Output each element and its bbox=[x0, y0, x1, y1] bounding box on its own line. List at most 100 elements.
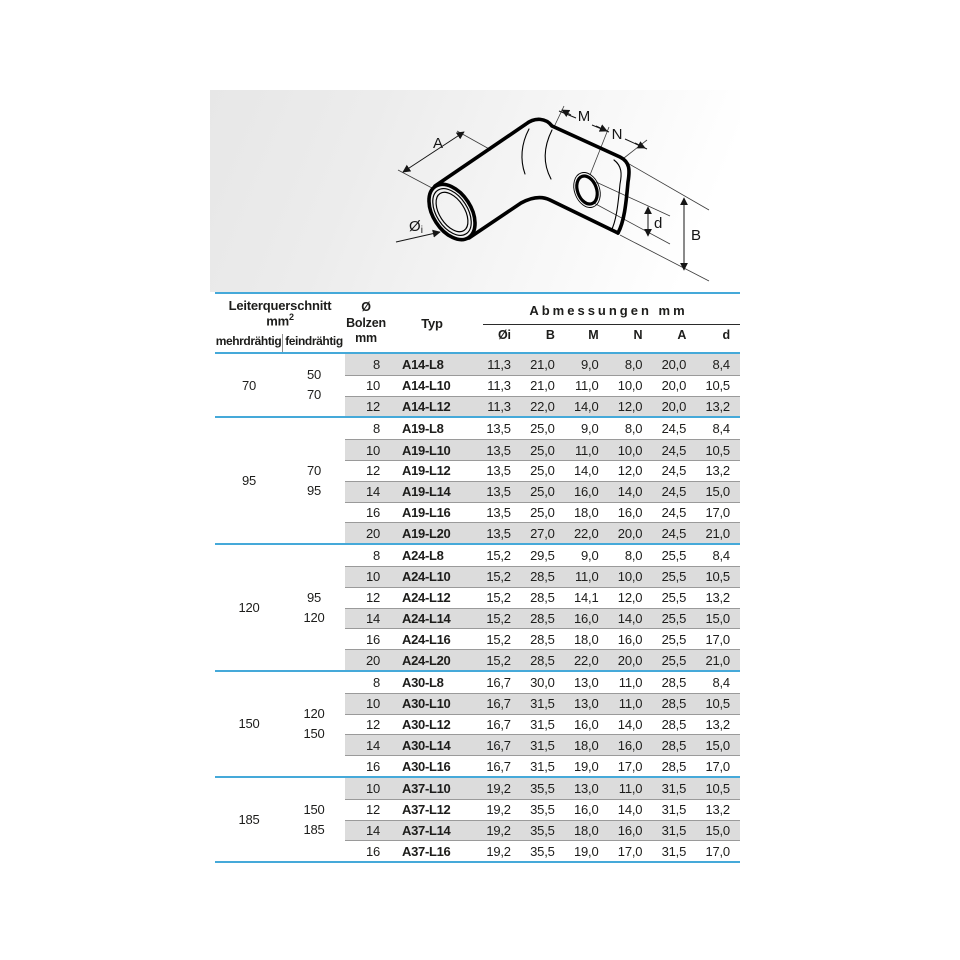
cell-b: 31,5 bbox=[530, 696, 555, 712]
cell-a: 24,5 bbox=[661, 484, 687, 500]
cell-n: 14,0 bbox=[617, 802, 643, 818]
cell-a: 31,5 bbox=[661, 843, 687, 859]
cell-n: 11,0 bbox=[618, 780, 643, 796]
group-feindraehtig-values: 120 150 bbox=[283, 672, 345, 776]
cell-d: 15,0 bbox=[705, 737, 730, 753]
table-group: 95 70 95 8 A19-L8 13,5 25,0 9,0 8,0 24,5 8,4 10 A19-… bbox=[215, 418, 740, 546]
cell-bolzen: 8 bbox=[372, 421, 380, 437]
cell-typ: A30-L16 bbox=[402, 758, 451, 774]
group-mehrdraehtig-value: 70 bbox=[241, 377, 257, 393]
cell-a: 24,5 bbox=[661, 463, 687, 479]
table-row: 10 A24-L10 15,2 28,5 11,0 10,0 25,5 10,5 bbox=[345, 565, 740, 587]
cell-d: 17,0 bbox=[705, 504, 730, 520]
cell-bolzen: 12 bbox=[365, 802, 380, 818]
cell-d: 15,0 bbox=[705, 822, 730, 838]
cell-n: 8,0 bbox=[624, 421, 643, 437]
cell-n: 17,0 bbox=[617, 758, 643, 774]
cell-d: 13,2 bbox=[705, 716, 730, 732]
cell-oi: 11,3 bbox=[487, 398, 511, 414]
cell-oi: 13,5 bbox=[486, 504, 511, 520]
cell-oi: 13,5 bbox=[486, 442, 511, 458]
table-group: 150 120 150 8 A30-L8 16,7 30,0 13,0 11,0 28,5 8,4 1… bbox=[215, 671, 740, 778]
cell-bolzen: 10 bbox=[365, 569, 380, 585]
cell-oi: 16,7 bbox=[486, 716, 511, 732]
table-header: Leiterquerschnitt mm2 mehrdrähtig feindr… bbox=[215, 292, 740, 354]
cell-oi: 15,2 bbox=[486, 569, 511, 585]
table-row: 8 A30-L8 16,7 30,0 13,0 11,0 28,5 8,4 bbox=[345, 671, 740, 693]
table-row: 12 A37-L12 19,2 35,5 16,0 14,0 31,5 13,2 bbox=[345, 798, 740, 820]
cell-n: 12,0 bbox=[617, 590, 643, 606]
cell-m: 11,0 bbox=[574, 378, 599, 394]
cell-m: 18,0 bbox=[573, 737, 599, 753]
cell-b: 35,5 bbox=[530, 843, 555, 859]
cell-m: 13,0 bbox=[573, 674, 599, 690]
cell-bolzen: 12 bbox=[365, 716, 380, 732]
unit-label: mm bbox=[266, 313, 289, 329]
cell-m: 16,0 bbox=[573, 802, 599, 818]
cell-m: 14,1 bbox=[573, 590, 599, 606]
group-mehrdraehtig-value: 185 bbox=[238, 812, 260, 828]
cell-bolzen: 12 bbox=[365, 398, 380, 414]
cell-m: 22,0 bbox=[573, 525, 599, 541]
cell-oi: 19,2 bbox=[486, 822, 511, 838]
cell-d: 10,5 bbox=[705, 378, 730, 394]
cell-bolzen: 10 bbox=[365, 780, 380, 796]
cell-d: 17,0 bbox=[705, 843, 730, 859]
cell-d: 13,2 bbox=[705, 463, 730, 479]
leiterquerschnitt-label: Leiterquerschnitt bbox=[228, 298, 332, 313]
cell-a: 31,5 bbox=[661, 780, 687, 796]
cell-oi: 16,7 bbox=[486, 674, 511, 690]
cell-b: 31,5 bbox=[530, 716, 555, 732]
cell-typ: A24-L10 bbox=[402, 569, 451, 585]
cell-bolzen: 16 bbox=[365, 631, 380, 647]
cell-oi: 16,7 bbox=[486, 737, 511, 753]
cell-typ: A19-L8 bbox=[402, 421, 444, 437]
cell-b: 35,5 bbox=[530, 802, 555, 818]
cell-a: 28,5 bbox=[661, 758, 687, 774]
cell-d: 8,4 bbox=[712, 674, 730, 690]
group-feindraehtig-values: 95 120 bbox=[283, 545, 345, 670]
cell-typ: A14-L12 bbox=[402, 398, 451, 414]
col-header-feindraehtig: feindrähtig bbox=[285, 334, 343, 348]
cell-a: 20,0 bbox=[661, 378, 687, 394]
cell-a: 20,0 bbox=[661, 356, 687, 372]
table-row: 14 A24-L14 15,2 28,5 16,0 14,0 25,5 15,0 bbox=[345, 607, 740, 629]
cell-bolzen: 12 bbox=[365, 463, 380, 479]
col-header-bolzen: Ø Bolzen mm bbox=[345, 294, 387, 352]
cell-n: 16,0 bbox=[617, 737, 643, 753]
cell-bolzen: 10 bbox=[365, 442, 380, 458]
table-row: 10 A14-L10 11,3 21,0 11,0 10,0 20,0 10,5 bbox=[345, 374, 740, 396]
cell-b: 28,5 bbox=[530, 631, 555, 647]
cell-a: 25,5 bbox=[661, 610, 687, 626]
cell-m: 9,0 bbox=[581, 548, 599, 564]
lug-outline bbox=[427, 117, 631, 242]
cell-a: 25,5 bbox=[661, 631, 687, 647]
cell-a: 31,5 bbox=[661, 822, 687, 838]
feindraehtig-value: 70 bbox=[306, 387, 322, 403]
cell-m: 19,0 bbox=[573, 843, 599, 859]
cell-m: 18,0 bbox=[573, 822, 599, 838]
cell-a: 28,5 bbox=[661, 696, 687, 712]
group-feindraehtig-values: 70 95 bbox=[283, 418, 345, 543]
cell-bolzen: 14 bbox=[365, 484, 380, 500]
table-row: 10 A37-L10 19,2 35,5 13,0 11,0 31,5 10,5 bbox=[345, 777, 740, 799]
cell-a: 28,5 bbox=[661, 737, 687, 753]
cell-b: 35,5 bbox=[530, 822, 555, 838]
cell-typ: A30-L8 bbox=[402, 674, 444, 690]
table-row: 16 A30-L16 16,7 31,5 19,0 17,0 28,5 17,0 bbox=[345, 755, 740, 776]
cell-a: 20,0 bbox=[661, 398, 687, 414]
cell-d: 8,4 bbox=[712, 356, 730, 372]
cell-oi: 11,3 bbox=[487, 356, 511, 372]
cell-d: 13,2 bbox=[705, 590, 730, 606]
cell-n: 20,0 bbox=[617, 525, 643, 541]
table-row: 16 A37-L16 19,2 35,5 19,0 17,0 31,5 17,0 bbox=[345, 840, 740, 862]
group-mehrdraehtig-value: 150 bbox=[238, 716, 260, 732]
cell-m: 9,0 bbox=[581, 421, 599, 437]
cell-m: 11,0 bbox=[574, 442, 599, 458]
cell-oi: 11,3 bbox=[487, 378, 511, 394]
cell-n: 16,0 bbox=[617, 822, 643, 838]
cell-oi: 13,5 bbox=[486, 525, 511, 541]
table-row: 16 A24-L16 15,2 28,5 18,0 16,0 25,5 17,0 bbox=[345, 628, 740, 650]
cell-d: 8,4 bbox=[712, 421, 730, 437]
